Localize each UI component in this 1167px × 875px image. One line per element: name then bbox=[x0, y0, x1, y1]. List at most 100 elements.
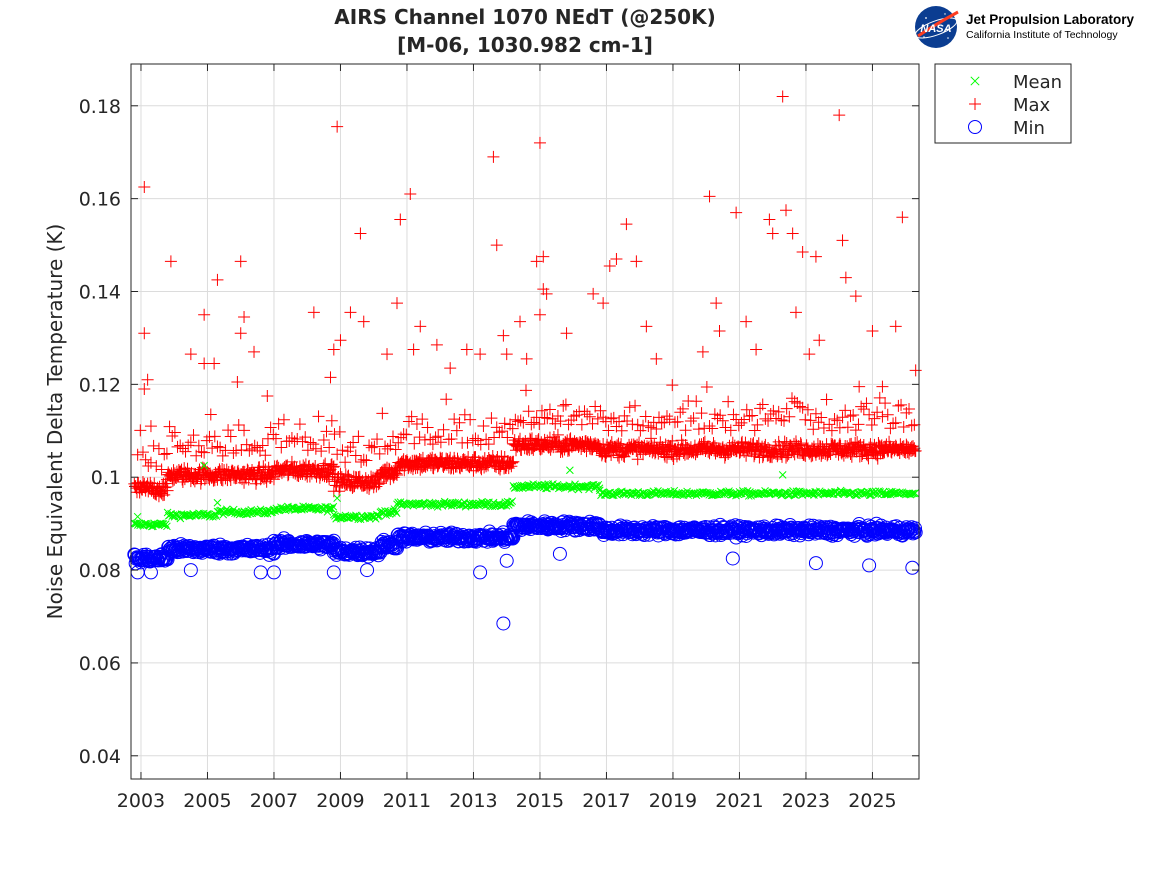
marker-max bbox=[339, 468, 352, 481]
marker-max-outlier bbox=[587, 287, 600, 300]
marker-max bbox=[392, 436, 405, 449]
marker-max bbox=[674, 406, 687, 419]
marker-mean bbox=[508, 497, 517, 506]
marker-mean bbox=[312, 505, 320, 513]
marker-max bbox=[599, 415, 612, 428]
marker-max bbox=[416, 413, 429, 426]
marker-max bbox=[155, 487, 168, 500]
marker-max-outlier bbox=[763, 213, 776, 226]
marker-max bbox=[812, 416, 825, 429]
marker-max bbox=[865, 419, 878, 432]
marker-max bbox=[373, 447, 386, 460]
marker-max bbox=[658, 416, 671, 429]
marker-max bbox=[304, 436, 317, 449]
marker-max bbox=[328, 428, 341, 441]
marker-max-outlier bbox=[560, 327, 573, 340]
marker-max bbox=[855, 450, 868, 463]
marker-max bbox=[152, 442, 165, 455]
marker-max bbox=[807, 423, 820, 436]
marker-max-outlier bbox=[198, 308, 211, 321]
marker-max bbox=[339, 456, 352, 469]
marker-max bbox=[791, 397, 804, 410]
marker-max bbox=[567, 410, 580, 423]
marker-max bbox=[660, 410, 673, 423]
marker-max bbox=[192, 439, 205, 452]
marker-mean bbox=[287, 503, 296, 512]
marker-max bbox=[852, 418, 865, 431]
marker-max bbox=[631, 453, 644, 466]
marker-max bbox=[743, 410, 756, 423]
marker-max bbox=[147, 439, 160, 452]
marker-max bbox=[211, 440, 224, 453]
marker-max bbox=[579, 435, 592, 448]
series-mean bbox=[130, 461, 920, 531]
marker-max-outlier bbox=[414, 320, 427, 333]
marker-min-outlier bbox=[183, 563, 198, 578]
marker-max bbox=[440, 393, 453, 406]
marker-max bbox=[323, 473, 336, 486]
marker-max bbox=[291, 432, 304, 445]
marker-mean bbox=[418, 499, 427, 508]
marker-mean bbox=[373, 510, 381, 519]
marker-max bbox=[432, 430, 445, 443]
marker-mean bbox=[893, 489, 902, 498]
marker-max bbox=[767, 404, 780, 417]
marker-max bbox=[618, 409, 631, 422]
x-tick-label: 2009 bbox=[316, 790, 364, 812]
marker-max bbox=[389, 443, 402, 456]
marker-max bbox=[772, 405, 785, 418]
marker-max bbox=[160, 447, 173, 460]
marker-max bbox=[748, 424, 761, 437]
marker-max bbox=[804, 414, 817, 427]
y-axis-label: Noise Equivalent Delta Temperature (K) bbox=[43, 224, 67, 620]
marker-max bbox=[155, 463, 168, 476]
marker-max bbox=[873, 391, 886, 404]
marker-min bbox=[906, 524, 921, 539]
marker-mean bbox=[700, 489, 709, 497]
marker-mean bbox=[389, 507, 398, 515]
marker-max bbox=[408, 437, 421, 450]
marker-max-outlier bbox=[354, 227, 367, 240]
marker-min-outlier bbox=[552, 546, 567, 561]
marker-max bbox=[824, 448, 837, 461]
marker-max-outlier bbox=[138, 383, 151, 395]
marker-mean bbox=[329, 502, 338, 511]
marker-mean bbox=[567, 485, 576, 493]
marker-min-outlier bbox=[862, 558, 877, 573]
marker-max bbox=[836, 411, 849, 424]
marker-max bbox=[390, 467, 403, 480]
marker-max bbox=[535, 404, 548, 417]
marker-max bbox=[368, 440, 381, 453]
marker-max-outlier bbox=[231, 376, 244, 389]
marker-max bbox=[453, 416, 466, 429]
marker-max bbox=[321, 470, 334, 483]
marker-min-outlier bbox=[253, 565, 268, 580]
marker-max bbox=[738, 413, 751, 426]
marker-max bbox=[817, 422, 830, 435]
marker-max bbox=[144, 456, 157, 469]
marker-max bbox=[780, 402, 793, 415]
marker-max bbox=[629, 399, 642, 412]
marker-mean bbox=[391, 507, 400, 516]
marker-max bbox=[325, 458, 338, 471]
marker-max bbox=[740, 403, 753, 416]
marker-max bbox=[327, 461, 340, 474]
marker-max-outlier bbox=[740, 315, 753, 328]
marker-min-outlier bbox=[473, 565, 488, 580]
marker-max bbox=[703, 419, 716, 432]
marker-max bbox=[538, 411, 551, 424]
marker-max bbox=[496, 425, 509, 438]
marker-max bbox=[301, 444, 314, 457]
marker-max bbox=[256, 439, 269, 452]
marker-max bbox=[711, 412, 724, 425]
marker-max bbox=[352, 430, 365, 443]
marker-mean bbox=[392, 509, 401, 517]
marker-max bbox=[469, 432, 482, 445]
marker-max bbox=[232, 418, 245, 431]
x-tick-label: 2015 bbox=[516, 790, 564, 812]
marker-mean bbox=[251, 507, 260, 515]
y-tick-label: 0.1 bbox=[91, 467, 121, 489]
marker-max bbox=[501, 431, 514, 444]
marker-max-outlier bbox=[603, 259, 616, 272]
marker-max-outlier bbox=[866, 324, 879, 337]
